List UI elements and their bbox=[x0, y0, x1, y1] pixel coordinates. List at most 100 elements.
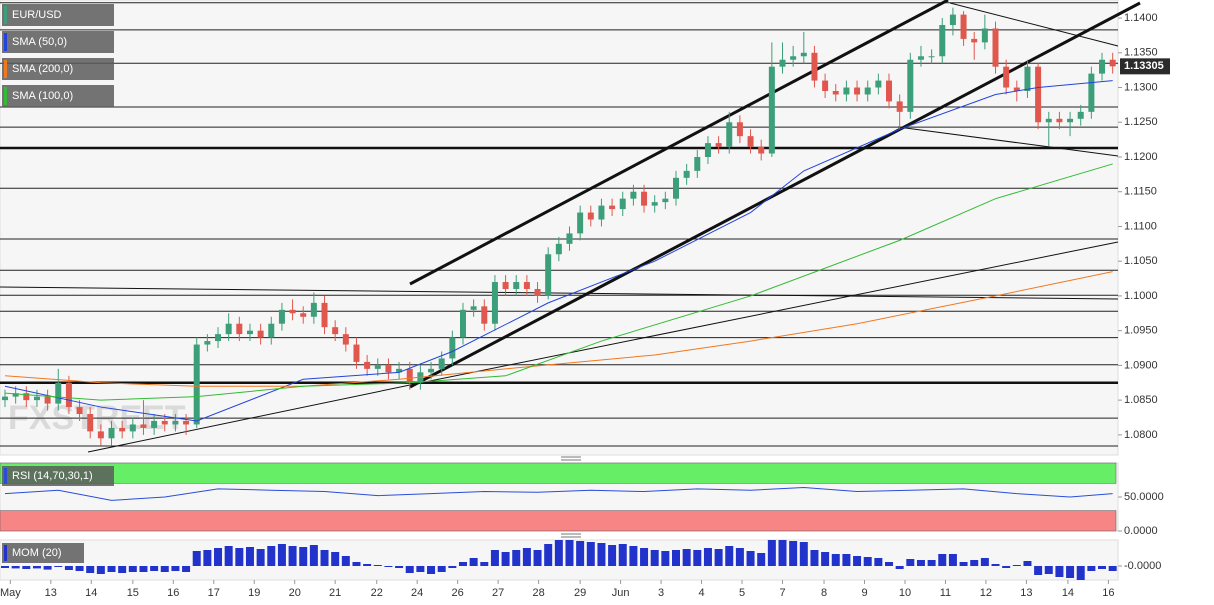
mom-bar bbox=[448, 566, 457, 568]
y-tick-label: 1.0950 bbox=[1124, 325, 1158, 337]
mom-bar bbox=[512, 550, 521, 566]
mom-bar bbox=[1055, 566, 1064, 577]
indicator-label-box bbox=[2, 466, 114, 486]
mom-bar bbox=[139, 566, 148, 572]
y-tick-label: 1.1400 bbox=[1124, 12, 1158, 24]
candle-body bbox=[790, 56, 797, 60]
mom-bar bbox=[395, 566, 404, 568]
candle-body bbox=[619, 198, 626, 210]
candle-body bbox=[598, 205, 605, 220]
mom-bar bbox=[916, 560, 925, 566]
candle-body bbox=[97, 431, 104, 439]
mom-bar bbox=[682, 549, 691, 566]
candle-body bbox=[523, 282, 530, 289]
mom-bar bbox=[959, 562, 968, 566]
mom-bar bbox=[1012, 565, 1021, 566]
indicator-label: MOM (20) bbox=[12, 547, 62, 559]
mom-bar bbox=[693, 550, 702, 566]
legend-label: SMA (50,0) bbox=[12, 36, 67, 48]
candle-body bbox=[864, 87, 871, 95]
mom-bar bbox=[980, 558, 989, 566]
x-tick-label: 20 bbox=[289, 587, 301, 599]
candle-body bbox=[1067, 118, 1074, 123]
candle-body bbox=[406, 368, 413, 383]
mom-bar bbox=[618, 544, 627, 566]
legend-box bbox=[2, 31, 114, 53]
x-tick-label: 29 bbox=[574, 587, 586, 599]
mom-bar bbox=[725, 546, 734, 566]
candle-body bbox=[555, 243, 562, 255]
sma-line bbox=[4, 80, 1113, 422]
main-panel bbox=[0, 0, 1119, 456]
mom-bar bbox=[778, 540, 787, 566]
candle-body bbox=[1109, 59, 1116, 67]
legend-swatch bbox=[4, 87, 7, 105]
mom-bar bbox=[107, 566, 116, 572]
trend-line bbox=[87, 384, 411, 453]
mom-bar bbox=[277, 544, 286, 566]
mom-bar bbox=[192, 551, 201, 566]
last-price: 1.13305 bbox=[1124, 60, 1164, 72]
candle-body bbox=[651, 202, 658, 206]
mom-bar bbox=[490, 550, 499, 566]
candle-body bbox=[1013, 87, 1020, 91]
x-tick-label: 11 bbox=[940, 587, 951, 599]
candle-body bbox=[949, 14, 956, 26]
x-tick-label: 12 bbox=[980, 587, 992, 599]
candle-body bbox=[204, 341, 211, 345]
mom-bar bbox=[885, 562, 894, 566]
candle-body bbox=[459, 309, 466, 338]
legend-swatch bbox=[4, 33, 7, 51]
indicator-swatch bbox=[4, 468, 7, 484]
mom-bar bbox=[32, 566, 41, 569]
mom-bar bbox=[267, 546, 276, 566]
candle-body bbox=[843, 87, 850, 95]
candle-body bbox=[747, 136, 754, 147]
y-tick-label: 1.0800 bbox=[1124, 429, 1158, 441]
mom-bar bbox=[629, 546, 638, 566]
candle-body bbox=[12, 393, 19, 397]
resize-handle[interactable] bbox=[561, 456, 581, 538]
candle-body bbox=[33, 396, 40, 401]
candle-body bbox=[971, 38, 978, 43]
candle-body bbox=[907, 59, 914, 112]
mom-bar bbox=[469, 558, 478, 566]
trend-line bbox=[949, 2, 1119, 47]
mom-bar bbox=[341, 556, 350, 566]
mom-bar bbox=[256, 549, 265, 566]
mom-bar bbox=[245, 547, 254, 566]
candle-body bbox=[385, 365, 392, 373]
candle-body bbox=[140, 424, 147, 428]
mom-bar bbox=[1108, 566, 1117, 571]
candle-body bbox=[534, 288, 541, 296]
mom-bar bbox=[309, 545, 318, 566]
mom-bar bbox=[586, 542, 595, 566]
rsi-band bbox=[0, 510, 1117, 532]
candle-body bbox=[609, 205, 616, 210]
mom-bar bbox=[288, 546, 297, 566]
candle-body bbox=[630, 191, 637, 199]
candle-body bbox=[289, 309, 296, 314]
x-tick-label: 28 bbox=[532, 587, 544, 599]
candle-body bbox=[715, 143, 722, 147]
mom-bar bbox=[789, 541, 798, 566]
candle-body bbox=[278, 309, 285, 324]
mom-bar bbox=[522, 548, 531, 566]
candle-body bbox=[246, 330, 253, 335]
candle-body bbox=[1024, 66, 1031, 91]
trend-line bbox=[409, 1, 1141, 389]
rsi-band bbox=[0, 462, 1117, 484]
mom-bar bbox=[75, 566, 84, 571]
sma-line bbox=[4, 271, 1113, 387]
candle-body bbox=[321, 302, 328, 328]
mom-bar bbox=[1034, 566, 1043, 575]
candle-body bbox=[694, 156, 701, 171]
mom-bar bbox=[554, 540, 563, 566]
mom-bar bbox=[160, 566, 169, 572]
candle-body bbox=[768, 66, 775, 154]
mom-bar bbox=[640, 548, 649, 566]
candle-body bbox=[662, 198, 669, 203]
candle-body bbox=[268, 323, 275, 338]
x-tick-label: 27 bbox=[492, 587, 504, 599]
mom-bar bbox=[863, 557, 872, 566]
